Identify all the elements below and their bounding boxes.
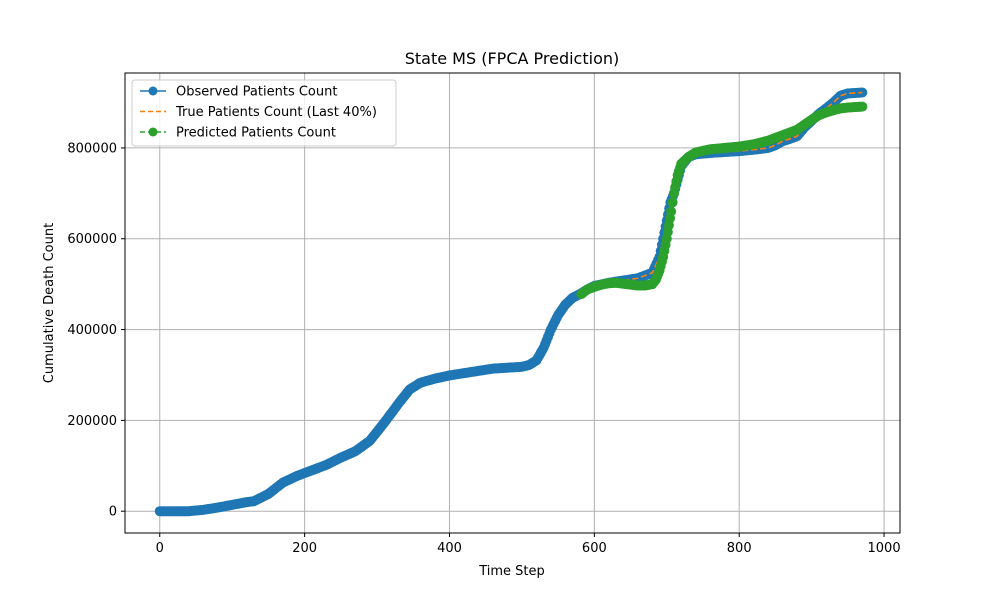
- data-point: [857, 101, 868, 112]
- x-tick-label: 600: [582, 541, 607, 556]
- legend-swatch-marker: [148, 86, 158, 96]
- series-observed-patients-count: [154, 87, 868, 517]
- x-tick-label: 200: [292, 541, 317, 556]
- chart-title: State MS (FPCA Prediction): [405, 49, 620, 68]
- x-axis-label: Time Step: [478, 564, 545, 579]
- legend-box: [131, 79, 397, 147]
- legend-label: Observed Patients Count: [176, 85, 337, 100]
- y-tick-label: 200000: [67, 414, 117, 429]
- legend: Observed Patients Count True Patients Cou…: [131, 79, 397, 147]
- axis-ticks: 0 200 400 600 800 1000 0 200000 400000 600000 8000…: [67, 141, 900, 556]
- series-line: [580, 91, 863, 295]
- series-layer: [154, 87, 868, 517]
- x-tick-label: 1000: [868, 541, 901, 556]
- plot-frame: [124, 72, 901, 534]
- data-point: [666, 206, 677, 217]
- series-line: [580, 105, 863, 295]
- series-true-patients-count-last-40: [580, 91, 863, 295]
- legend-label: Predicted Patients Count: [176, 126, 336, 141]
- y-tick-label: 400000: [67, 323, 117, 338]
- grid-lines: [125, 73, 900, 533]
- legend-entry: True Patients Count (Last 40%): [140, 105, 377, 120]
- x-tick-label: 400: [437, 541, 462, 556]
- series-line: [159, 91, 863, 513]
- data-point: [667, 197, 678, 208]
- legend-swatch-marker: [148, 127, 158, 137]
- y-tick-label: 800000: [67, 141, 117, 156]
- legend-entry: Predicted Patients Count: [140, 126, 336, 141]
- y-tick-label: 600000: [67, 232, 117, 247]
- series-predicted-patients-count: [576, 101, 868, 300]
- legend-entry: Observed Patients Count: [140, 85, 337, 100]
- x-tick-label: 800: [727, 541, 752, 556]
- x-tick-label: 0: [156, 541, 164, 556]
- legend-label: True Patients Count (Last 40%): [175, 105, 377, 120]
- y-axis-label: Cumulative Death Count: [42, 223, 57, 383]
- y-tick-label: 0: [109, 505, 117, 520]
